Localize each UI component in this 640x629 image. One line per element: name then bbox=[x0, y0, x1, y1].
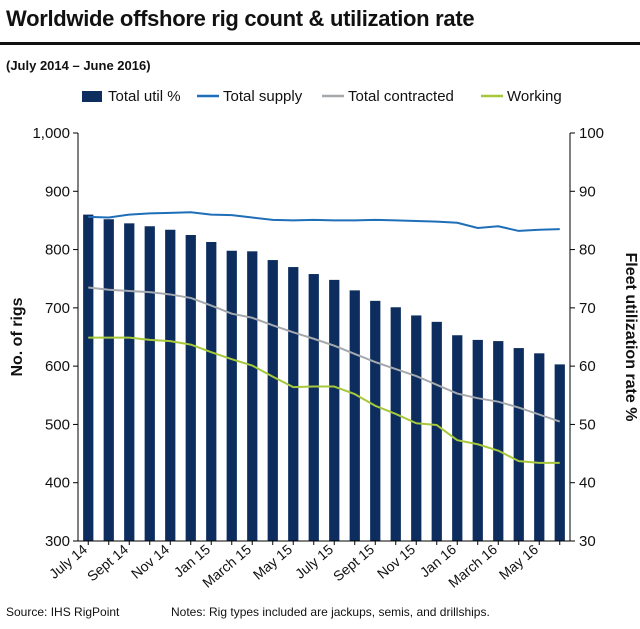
chart-subtitle: (July 2014 – June 2016) bbox=[6, 58, 151, 73]
x-tick-label: Sept 14 bbox=[84, 541, 131, 584]
y-tick-label-right: 60 bbox=[579, 358, 596, 375]
title-rule bbox=[0, 42, 640, 45]
x-tick-label: Sept 15 bbox=[330, 541, 377, 584]
x-tick-label: May 16 bbox=[496, 541, 542, 583]
legend-swatch bbox=[82, 91, 102, 102]
bar bbox=[144, 226, 155, 541]
legend: Total util % Total supply Total contracted… bbox=[82, 88, 562, 105]
bar bbox=[226, 250, 237, 542]
bar bbox=[370, 300, 381, 541]
bar bbox=[554, 364, 565, 541]
axes: 300 400 500 600 700 800 900 1,000 30 40 50 60 70 80 90… bbox=[9, 125, 639, 591]
y-tick-label-left: 900 bbox=[45, 183, 70, 200]
bar bbox=[103, 219, 114, 541]
line-series bbox=[88, 211, 561, 464]
y-tick-label-left: 1,000 bbox=[32, 125, 70, 142]
bar bbox=[83, 214, 94, 541]
bar bbox=[247, 251, 258, 541]
bar bbox=[493, 341, 504, 541]
line-total-supply bbox=[88, 211, 560, 232]
bar bbox=[308, 274, 319, 541]
bar bbox=[411, 315, 422, 541]
y-tick-label-left: 500 bbox=[45, 416, 70, 433]
bar bbox=[288, 267, 299, 541]
chart-area: Total util % Total supply Total contracted… bbox=[9, 88, 639, 591]
x-tick-label: Nov 14 bbox=[128, 541, 172, 582]
y-tick-label-right: 30 bbox=[579, 533, 596, 550]
y-tick-label-left: 600 bbox=[45, 358, 70, 375]
y-tick-label-left: 400 bbox=[45, 475, 70, 492]
chart-title: Worldwide offshore rig count & utilizati… bbox=[6, 6, 475, 31]
bar-series bbox=[83, 214, 565, 542]
bar bbox=[165, 229, 176, 541]
legend-label: Total contracted bbox=[348, 88, 454, 105]
bar bbox=[472, 339, 483, 541]
line-total-contracted bbox=[88, 286, 561, 423]
bar bbox=[124, 223, 135, 541]
bar bbox=[534, 353, 545, 541]
bar bbox=[431, 321, 442, 541]
bar bbox=[513, 348, 524, 541]
x-tick-label: Nov 15 bbox=[374, 541, 418, 582]
y-tick-label-right: 70 bbox=[579, 300, 596, 317]
bar bbox=[452, 335, 463, 541]
legend-label: Working bbox=[507, 88, 562, 105]
x-tick-label: May 15 bbox=[250, 541, 296, 583]
y-tick-label-right: 80 bbox=[579, 242, 596, 259]
y-axis-title-left: No. of rigs bbox=[9, 297, 26, 376]
bar bbox=[206, 241, 217, 542]
y-tick-label-right: 40 bbox=[579, 475, 596, 492]
legend-label: Total util % bbox=[108, 88, 181, 105]
bar bbox=[390, 307, 401, 541]
y-tick-label-right: 90 bbox=[579, 183, 596, 200]
legend-label: Total supply bbox=[223, 88, 303, 105]
y-tick-label-left: 300 bbox=[45, 533, 70, 550]
source-note: Source: IHS RigPoint bbox=[6, 605, 120, 619]
y-tick-label-right: 100 bbox=[579, 125, 604, 142]
bar bbox=[329, 279, 340, 541]
y-tick-label-right: 50 bbox=[579, 416, 596, 433]
y-tick-label-left: 700 bbox=[45, 300, 70, 317]
bar bbox=[349, 290, 360, 541]
bar bbox=[185, 235, 196, 541]
footnote: Notes: Rig types included are jackups, s… bbox=[171, 605, 490, 619]
y-axis-title-right: Fleet utilization rate % bbox=[622, 253, 639, 422]
line-working bbox=[88, 336, 560, 464]
x-tick-label: July 15 bbox=[292, 541, 336, 582]
bar bbox=[267, 260, 278, 541]
y-tick-label-left: 800 bbox=[45, 242, 70, 259]
